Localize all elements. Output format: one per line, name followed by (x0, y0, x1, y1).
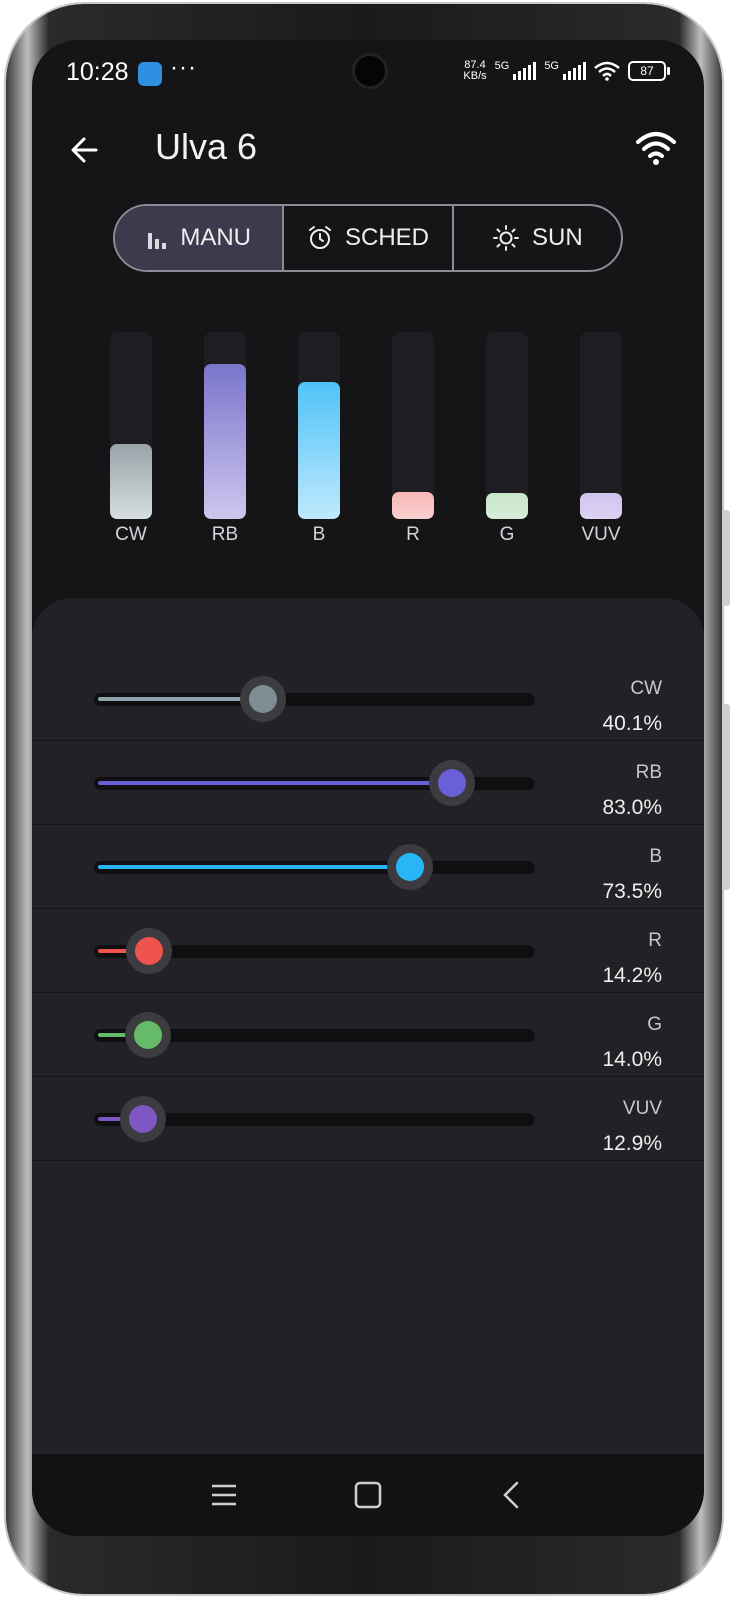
channel-name: B (649, 846, 662, 867)
slider-thumb-dot (438, 769, 467, 797)
slider-thumb[interactable] (387, 844, 434, 890)
channel-percent: 14.0% (602, 1048, 662, 1071)
channel-bar-fill (298, 382, 340, 519)
notification-app-icon (138, 62, 162, 86)
slider-track[interactable] (94, 1029, 535, 1042)
mode-sun-button[interactable]: SUN (451, 206, 621, 270)
channel-bar-track (204, 332, 246, 519)
channel-name: RB (635, 762, 662, 783)
bar-chart-icon (148, 233, 167, 249)
channel-name: G (647, 1014, 662, 1035)
mode-schedule-label: SCHED (344, 224, 429, 251)
channel-percent: 83.0% (602, 796, 662, 819)
power-button (722, 704, 730, 890)
signal-type-1: 5G (494, 60, 510, 72)
channel-percent: 40.1% (602, 712, 662, 735)
channel-bar-label: RB (211, 524, 239, 545)
channel-bar-fill (392, 492, 434, 519)
home-square-icon[interactable] (351, 1478, 385, 1512)
channel-bar-track (298, 332, 340, 519)
channel-bar-track (392, 332, 434, 519)
slider-active-range (98, 1117, 133, 1121)
channel-percent: 73.5% (602, 880, 662, 903)
slider-thumb[interactable] (119, 1096, 166, 1142)
slider-thumb-dot (133, 1021, 162, 1049)
slider-thumb-dot (128, 1105, 157, 1133)
more-notifications-icon: ··· (170, 54, 197, 81)
status-bar: 10:28 ··· 87.4 KB/s 5G 5G 87 (32, 40, 704, 110)
signal-strength-icon (513, 62, 537, 80)
channel-slider-row: CW 40.1% (32, 656, 704, 741)
slider-active-range (98, 697, 253, 701)
channel-bar-label: R (406, 524, 420, 545)
channel-slider-row: R 14.2% (32, 908, 704, 993)
channel-bar-track (580, 332, 622, 519)
slider-active-range (98, 781, 443, 785)
battery-level: 87 (640, 64, 654, 78)
sun-icon (492, 225, 519, 251)
menu-icon[interactable] (207, 1478, 241, 1512)
channel-percent: 14.2% (602, 964, 662, 987)
wifi-connection-icon[interactable] (634, 128, 678, 168)
channel-bar-label: VUV (581, 524, 621, 545)
slider-thumb-dot (134, 937, 163, 965)
alarm-clock-icon (308, 226, 331, 249)
slider-active-range (98, 1033, 138, 1037)
system-navigation-bar (32, 1454, 704, 1536)
signal-type-2: 5G (544, 60, 559, 72)
wifi-status-icon (594, 61, 620, 81)
battery-icon: 87 (628, 61, 670, 81)
channel-bar-overview: CW RB B R G VUV (110, 332, 630, 545)
channel-bar-label: G (499, 524, 515, 545)
mode-manual-label: MANU (180, 224, 251, 251)
front-camera (355, 56, 385, 86)
network-speed: 87.4 KB/s (463, 59, 487, 82)
status-time: 10:28 (66, 58, 129, 86)
channel-bar-track (110, 332, 152, 519)
channel-bar-label: CW (115, 524, 147, 545)
channel-name: R (648, 930, 662, 951)
signal-strength-2-icon (563, 62, 586, 80)
channel-bar-fill (580, 493, 622, 519)
slider-active-range (98, 949, 139, 953)
mode-manual-button[interactable]: MANU (115, 206, 283, 270)
channel-bar-fill (110, 444, 152, 519)
slider-thumb-dot (248, 685, 277, 713)
mode-schedule-button[interactable]: SCHED (282, 206, 451, 270)
slider-thumb[interactable] (124, 1012, 171, 1058)
slider-thumb-dot (396, 853, 425, 881)
channel-bar-track (486, 332, 528, 519)
slider-active-range (98, 865, 401, 869)
device-title: Ulva 6 (155, 126, 258, 167)
channel-bar-label: B (312, 524, 326, 545)
channel-slider-row: G 14.0% (32, 992, 704, 1077)
channel-sliders-panel: CW 40.1% RB 83.0% B 73.5% R 14.2% G 14.0% VUV 12.9% (32, 598, 704, 1458)
slider-thumb[interactable] (239, 676, 286, 722)
channel-name: CW (630, 678, 662, 699)
volume-button (722, 510, 730, 606)
phone-frame: 10:28 ··· 87.4 KB/s 5G 5G 87 Ulva 6 (6, 4, 730, 1594)
slider-track[interactable] (94, 693, 535, 706)
channel-bar-fill (486, 493, 528, 519)
status-icons: 87.4 KB/s 5G 5G 87 (463, 59, 670, 82)
channel-slider-row: RB 83.0% (32, 740, 704, 825)
channel-slider-row: B 73.5% (32, 824, 704, 909)
back-arrow-icon[interactable] (66, 130, 106, 170)
back-chevron-icon[interactable] (495, 1478, 529, 1512)
channel-name: VUV (622, 1098, 662, 1119)
mode-selector: MANU SCHED SUN (113, 204, 623, 272)
slider-thumb[interactable] (429, 760, 476, 806)
mode-sun-label: SUN (531, 224, 583, 251)
slider-track[interactable] (94, 945, 535, 958)
channel-percent: 12.9% (602, 1132, 662, 1155)
channel-slider-row: VUV 12.9% (32, 1076, 704, 1161)
channel-bar-fill (204, 364, 246, 519)
app-screen: 10:28 ··· 87.4 KB/s 5G 5G 87 Ulva 6 (32, 40, 704, 1536)
slider-thumb[interactable] (125, 928, 172, 974)
slider-track[interactable] (94, 1113, 535, 1126)
